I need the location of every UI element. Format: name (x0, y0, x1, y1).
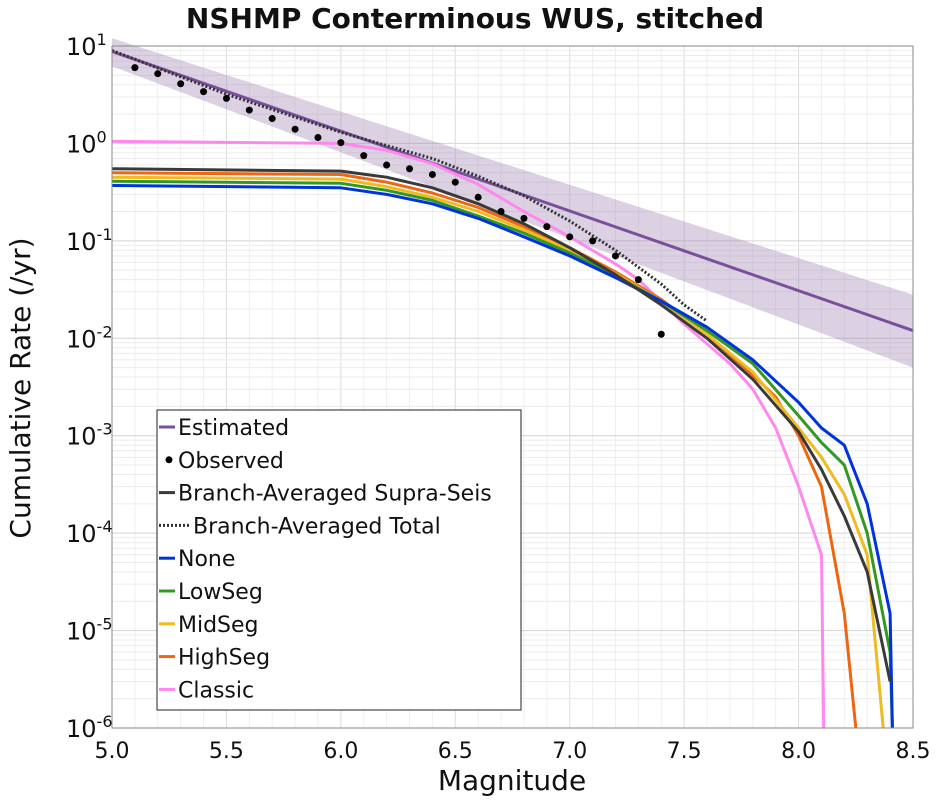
observed-point (406, 165, 414, 173)
legend-item-branch-averaged-supra-seis: Branch-Averaged Supra-Seis (159, 482, 492, 507)
x-tick-label: 7.0 (552, 739, 587, 764)
legend: Estimated Observed Branch-Averaged Supra-S… (156, 409, 522, 711)
legend-label: Estimated (178, 416, 289, 441)
legend-marker (165, 456, 173, 464)
observed-point (177, 80, 185, 88)
legend-item-observed: Observed (165, 449, 284, 474)
observed-point (337, 139, 345, 147)
x-axis-label: Magnitude (438, 764, 586, 797)
y-tick-label: 10-1 (66, 225, 113, 256)
y-tick-label: 100 (66, 127, 107, 158)
observed-point (383, 161, 391, 169)
x-tick-label: 6.0 (323, 739, 358, 764)
observed-point (566, 233, 574, 241)
legend-item-lowseg: LowSeg (159, 580, 263, 605)
legend-label: Branch-Averaged Supra-Seis (178, 482, 492, 507)
legend-label: MidSeg (178, 613, 259, 638)
observed-point (222, 94, 230, 102)
series-line-branch-averaged-supra-seis (111, 167, 892, 682)
observed-point (451, 178, 459, 186)
chart-title: NSHMP Conterminous WUS, stitched (186, 2, 764, 35)
observed-point (268, 115, 276, 123)
legend-label: LowSeg (178, 580, 263, 605)
observed-point (543, 223, 551, 231)
observed-points (131, 64, 665, 338)
y-tick-labels: 101 100 10-1 10-2 10-3 10-4 10-5 10-6 (66, 30, 113, 743)
y-tick-label: 10-6 (66, 712, 113, 743)
x-tick-label: 5.0 (95, 739, 130, 764)
legend-item-midseg: MidSeg (159, 613, 259, 638)
observed-point (474, 193, 482, 201)
observed-point (428, 170, 436, 178)
x-tick-label: 8.0 (781, 739, 816, 764)
legend-item-classic: Classic (159, 678, 254, 703)
observed-point (611, 252, 619, 260)
x-tick-label: 6.5 (438, 739, 473, 764)
observed-point (314, 134, 322, 142)
observed-point (520, 214, 528, 222)
legend-item-none: None (159, 547, 235, 572)
y-tick-label: 10-4 (66, 517, 113, 548)
legend-label: HighSeg (178, 646, 270, 671)
series-line-branch-averaged-total (111, 49, 708, 323)
observed-point (200, 88, 208, 96)
estimated-uncertainty-band (112, 38, 913, 368)
x-tick-label: 8.5 (896, 739, 931, 764)
observed-point (131, 64, 139, 72)
series-line-none (111, 184, 894, 729)
observed-point (657, 330, 665, 338)
legend-label: Branch-Averaged Total (193, 514, 441, 539)
x-tick-label: 5.5 (209, 739, 244, 764)
observed-point (634, 276, 642, 284)
y-tick-label: 10-2 (66, 322, 113, 353)
x-tick-label: 7.5 (667, 739, 702, 764)
legend-item-highseg: HighSeg (159, 646, 270, 671)
observed-point (291, 125, 299, 133)
legend-item-estimated: Estimated (159, 416, 289, 441)
legend-item-branch-averaged-total: Branch-Averaged Total (159, 514, 441, 539)
legend-label: None (178, 547, 235, 572)
observed-point (154, 70, 162, 78)
y-tick-label: 101 (66, 30, 107, 61)
legend-label: Classic (178, 678, 254, 703)
observed-point (589, 237, 597, 245)
series-lines (111, 49, 914, 729)
series-line-highseg (111, 171, 858, 729)
y-tick-label: 10-3 (66, 420, 113, 451)
series-line-classic (111, 139, 826, 729)
y-tick-label: 10-5 (66, 615, 113, 646)
x-tick-labels: 5.0 5.5 6.0 6.5 7.0 7.5 8.0 8.5 (95, 739, 931, 764)
legend-box (156, 409, 522, 711)
observed-point (497, 208, 505, 216)
legend-label: Observed (178, 449, 284, 474)
observed-point (245, 106, 253, 114)
estimated-band-layer (112, 38, 913, 368)
observed-point (360, 152, 368, 160)
plot-frame (111, 45, 914, 729)
y-axis-label: Cumulative Rate (/yr) (4, 237, 37, 538)
